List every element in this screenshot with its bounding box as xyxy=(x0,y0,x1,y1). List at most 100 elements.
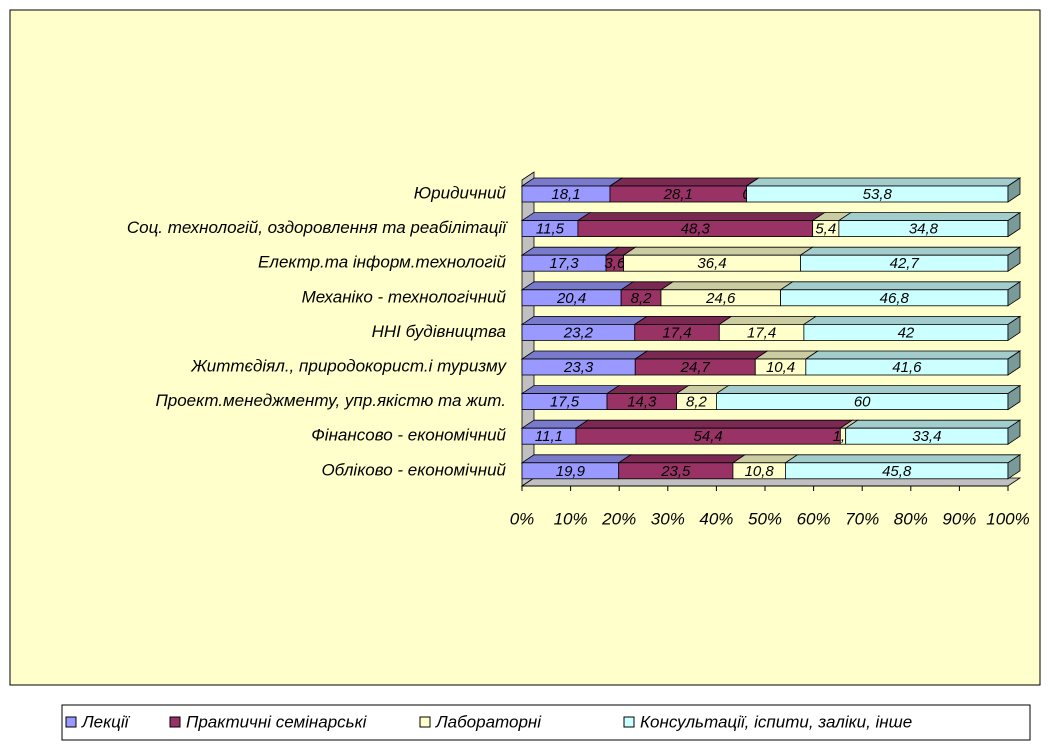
category-label: Соц. технологій, оздоровлення та реабілі… xyxy=(127,218,508,237)
bar-top xyxy=(520,246,620,256)
x-tick-label: 20% xyxy=(601,509,636,528)
bar-top xyxy=(784,454,1022,464)
bar-top xyxy=(576,212,826,222)
bar-segment xyxy=(520,419,590,445)
bar-top xyxy=(633,350,769,360)
data-label: 23,3 xyxy=(563,359,594,376)
bar-segment xyxy=(617,454,747,480)
category-label: Механіко - технологічний xyxy=(302,287,507,306)
bar-segment xyxy=(753,350,820,376)
data-label: 5,4 xyxy=(815,221,836,238)
bar-segment xyxy=(802,315,1022,342)
x-tick-label: 50% xyxy=(748,509,782,528)
x-tick-label: 30% xyxy=(651,509,685,528)
legend-swatch xyxy=(419,716,431,728)
bar-top xyxy=(520,454,633,464)
category-label: Юридичний xyxy=(414,183,507,202)
bar-top xyxy=(715,385,1022,395)
data-label: 10,8 xyxy=(745,463,775,480)
bar-top xyxy=(520,177,624,187)
x-tick-label: 70% xyxy=(845,509,879,528)
legend-label: Практичні семінарські xyxy=(186,712,368,731)
bar-segment xyxy=(784,454,1022,480)
bar-segment xyxy=(799,246,1022,272)
bar-segment xyxy=(576,212,826,238)
data-label: 17,4 xyxy=(662,324,691,341)
bar-segment xyxy=(520,315,649,341)
bar-top xyxy=(802,315,1022,325)
legend-swatch xyxy=(169,716,181,728)
x-tick-label: 80% xyxy=(894,509,928,528)
data-label: 11,1 xyxy=(535,428,563,445)
data-label: 20,4 xyxy=(556,290,586,307)
data-label: 33,4 xyxy=(912,428,941,445)
data-label: 53,8 xyxy=(863,186,893,203)
bar-segment xyxy=(837,211,1022,238)
category-label: Електр.та інформ.технологій xyxy=(258,253,507,272)
bar-segment xyxy=(633,315,733,341)
bar-end xyxy=(1007,281,1021,307)
bar-end xyxy=(1007,419,1021,445)
bar-top xyxy=(520,315,649,325)
category-label: Обліково - економічний xyxy=(321,460,506,479)
data-label: 17,3 xyxy=(549,255,579,272)
bar-end xyxy=(1007,211,1021,238)
bar-top xyxy=(633,315,733,325)
data-label: 48,3 xyxy=(681,221,711,238)
bar-segment xyxy=(605,385,690,411)
data-label: 42,7 xyxy=(890,255,920,272)
bar-top xyxy=(617,454,747,464)
bar-end xyxy=(1007,246,1021,272)
bar-segment xyxy=(520,177,624,203)
data-label: 19,9 xyxy=(556,463,586,480)
bar-segment xyxy=(520,454,633,480)
bar-end xyxy=(1007,177,1021,203)
bar-segment xyxy=(745,177,1022,203)
legend-label: Лабораторні xyxy=(435,712,542,731)
data-label: 10,4 xyxy=(766,359,795,376)
bar-segment xyxy=(574,419,854,445)
legend-label: Консультації, іспити, заліки, інше xyxy=(640,712,912,731)
bar-top xyxy=(804,350,1022,360)
data-label: 54,4 xyxy=(694,428,723,445)
data-label: 14,3 xyxy=(627,394,657,411)
data-label: 18,1 xyxy=(551,186,580,203)
data-label: 24,6 xyxy=(705,290,736,307)
data-label: 46,8 xyxy=(880,290,910,307)
bar-end xyxy=(1007,384,1021,411)
data-label: 24,7 xyxy=(680,359,711,376)
x-tick-label: 10% xyxy=(554,509,588,528)
bar-end xyxy=(1007,315,1021,342)
bar-segment xyxy=(608,177,760,203)
data-label: 45,8 xyxy=(882,463,912,480)
data-label: 8,2 xyxy=(631,290,653,307)
x-tick-label: 100% xyxy=(986,509,1029,528)
x-tick-label: 40% xyxy=(699,509,733,528)
data-label: 41,6 xyxy=(892,359,922,376)
bar-segment xyxy=(715,384,1022,411)
bar-top xyxy=(605,385,690,395)
bar-top xyxy=(799,246,1022,256)
data-label: 36,4 xyxy=(697,255,726,272)
bar-top xyxy=(520,385,621,395)
bar-top xyxy=(659,281,794,291)
legend-label: Лекції xyxy=(81,712,131,731)
data-label: 23,2 xyxy=(563,324,594,341)
data-label: 28,1 xyxy=(663,186,693,203)
bar-segment xyxy=(604,246,637,272)
x-tick-label: 0% xyxy=(510,509,535,528)
category-label: Життєдіял., природокорист.і туризму xyxy=(190,356,507,375)
bar-segment xyxy=(731,454,799,480)
legend-swatch xyxy=(65,716,77,728)
data-label: 34,8 xyxy=(909,221,939,238)
bar-top xyxy=(745,177,1022,187)
data-label: 23,5 xyxy=(660,463,691,480)
bar-top xyxy=(520,350,649,360)
bar-top xyxy=(608,177,760,187)
legend-swatch xyxy=(623,716,635,728)
bar-segment xyxy=(844,419,1022,445)
bar-segment xyxy=(633,350,769,376)
x-tick-label: 90% xyxy=(942,509,976,528)
category-label: Фінансово - економічний xyxy=(311,426,506,445)
